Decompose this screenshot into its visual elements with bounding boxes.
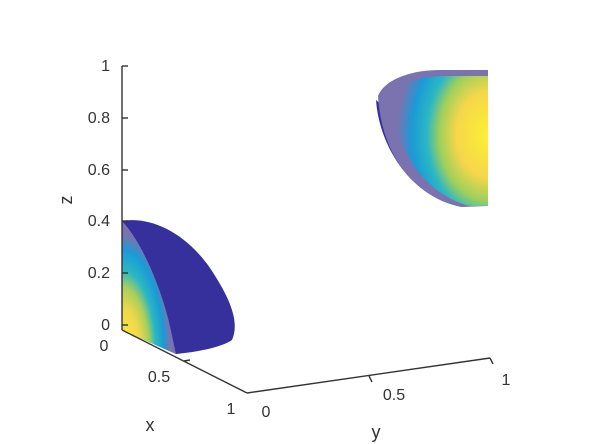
y-axis-line [246,357,491,394]
z-tick-label: 0.6 [88,162,110,179]
z-tick-labels: 1 0.8 0.6 0.4 0.2 0 [88,58,110,334]
x-ticks [183,359,191,362]
x-tick-label: 1 [227,401,236,418]
z-tick-label: 0 [101,317,110,334]
near-sphere-cut-face [122,221,176,354]
y-axis-title: y [372,422,381,442]
z-tick-label: 0.4 [88,213,110,230]
x-tick-labels: 0 0.5 1 [100,338,236,418]
x-tick [183,359,191,362]
z-ticks [122,65,128,326]
far-sphere-cut-face [392,76,488,206]
quarter-sphere-near [122,220,235,354]
z-axis-title: z [56,196,76,205]
quarter-sphere-far [376,70,488,207]
y-tick [368,375,373,383]
y-tick-labels: 0 0.5 1 [262,372,511,421]
z-tick-label: 1 [101,58,110,75]
x-axis-title: x [146,415,155,435]
x-tick-label: 0 [100,338,109,355]
y-tick-label: 1 [502,372,511,389]
z-tick-label: 0.2 [88,265,110,282]
x-tick-label: 0.5 [148,369,170,386]
z-tick-label: 0.8 [88,110,110,127]
y-tick [489,357,494,365]
y-ticks [368,357,494,383]
y-tick-label: 0.5 [383,387,405,404]
y-tick-label: 0 [262,404,271,421]
